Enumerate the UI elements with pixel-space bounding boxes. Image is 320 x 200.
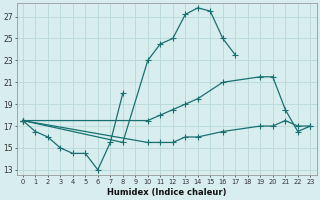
X-axis label: Humidex (Indice chaleur): Humidex (Indice chaleur): [107, 188, 226, 197]
